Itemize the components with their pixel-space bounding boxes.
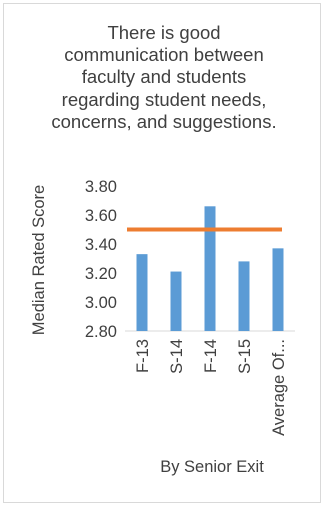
x-tick-label: S-14 <box>168 339 186 374</box>
x-tick-label: S-15 <box>236 339 254 374</box>
bar <box>272 248 284 331</box>
x-axis-label: By Senior Exit <box>160 458 264 476</box>
x-tick-labels: F-13 S-14 F-14 S-15 Average Of... <box>134 339 288 436</box>
y-tick-label: 3.60 <box>85 207 117 225</box>
x-tick-label: F-13 <box>134 339 152 373</box>
y-tick-labels: 3.80 3.60 3.40 3.20 3.00 2.80 <box>85 178 117 341</box>
bar <box>238 261 250 331</box>
y-tick-label: 3.20 <box>85 265 117 283</box>
chart-frame <box>3 3 321 503</box>
bar <box>170 271 182 331</box>
bars <box>136 206 284 331</box>
x-tick-label: Average Of... <box>270 339 288 436</box>
y-tick-label: 2.80 <box>85 323 117 341</box>
y-axis-label: Median Rated Score <box>30 185 48 335</box>
y-tick-label: 3.40 <box>85 236 117 254</box>
y-tick-label: 3.00 <box>85 294 117 312</box>
y-tick-label: 3.80 <box>85 178 117 196</box>
chart-title: There is good communication between facu… <box>51 22 277 132</box>
x-tick-label: F-14 <box>202 339 220 373</box>
bar <box>204 206 216 331</box>
bar <box>136 254 148 331</box>
